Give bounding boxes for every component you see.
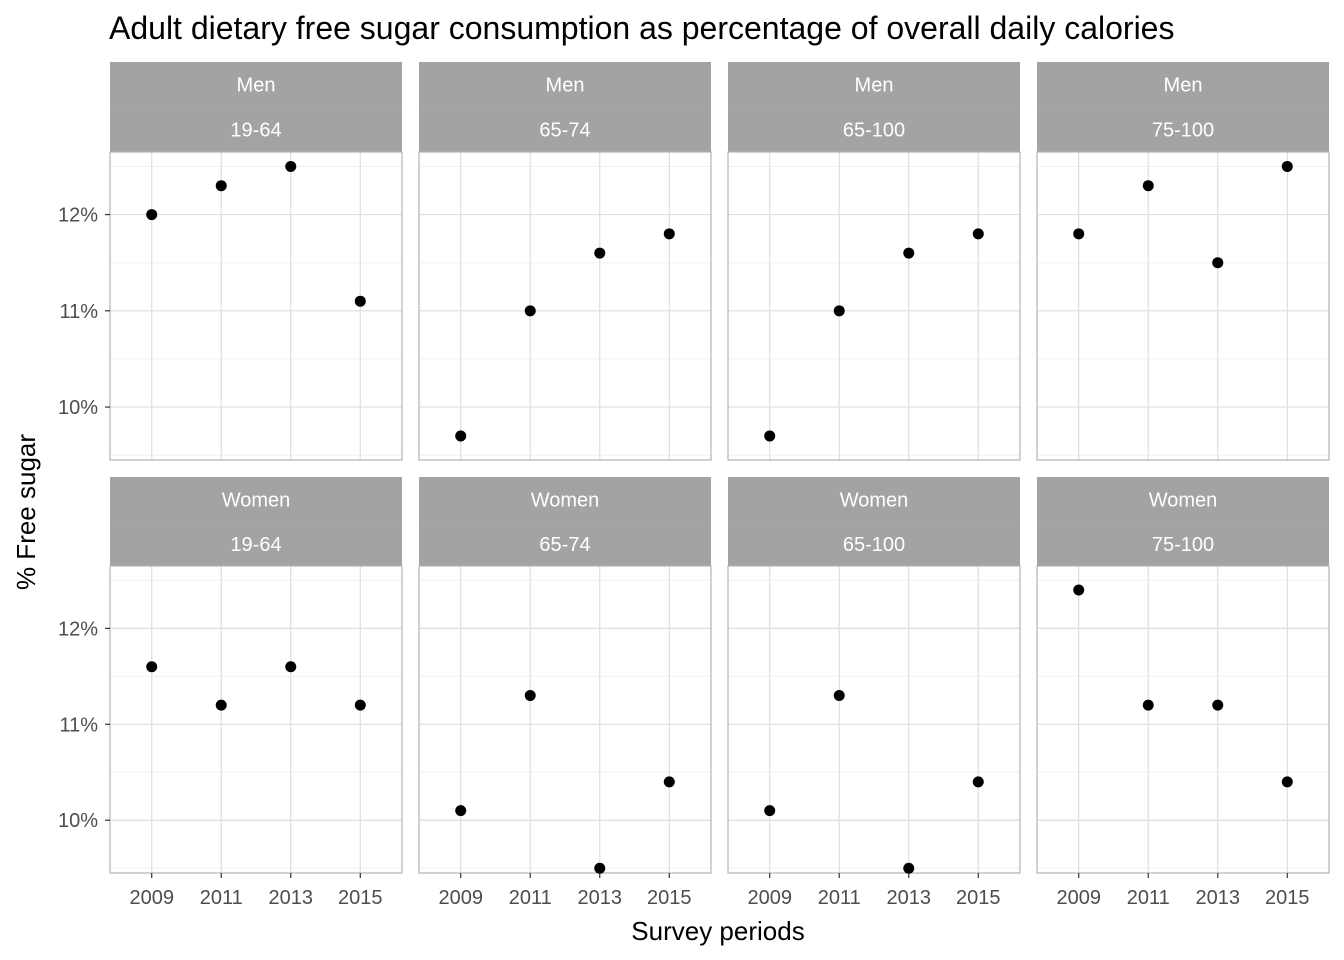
facet-strip-sex-bg [110,62,402,107]
facet-strip-sex-bg [419,477,711,522]
data-point [663,776,675,788]
x-tick-label: 2013 [1196,887,1241,909]
facet-strip-sex-bg [728,477,1020,522]
facet-label-age: 65-100 [843,534,905,556]
x-tick-label: 2009 [1056,887,1101,909]
facet-label-age: 65-74 [539,120,590,142]
data-point [903,862,915,874]
facet-strip-age-bg [110,107,402,152]
facet-label-sex: Women [531,489,600,511]
y-tick-label: 12% [58,618,98,640]
x-tick-label: 2013 [887,887,932,909]
x-tick-label: 2015 [956,887,1001,909]
facet-label-sex: Men [237,75,276,97]
facet-strip-age-bg [728,521,1020,566]
data-point [1142,180,1154,192]
y-tick-label: 10% [58,397,98,419]
y-tick-label: 11% [59,301,98,323]
facet-label-sex: Men [546,75,585,97]
facet-label-age: 19-64 [230,120,281,142]
data-point [524,305,536,317]
panel-border [418,151,712,461]
y-tick-label: 11% [59,714,98,736]
x-tick-label: 2009 [747,887,792,909]
x-axis-title: Survey periods [631,916,804,946]
facet-label-sex: Women [840,489,909,511]
facet-strip-age-bg [1037,107,1329,152]
data-point [833,305,845,317]
x-tick-label: 2009 [129,887,174,909]
data-point [903,247,915,259]
x-tick-label: 2011 [200,887,243,909]
y-tick-label: 10% [58,810,98,832]
facet-strip-sex-bg [1037,477,1329,522]
panel-border [727,565,1021,874]
data-point [663,228,675,240]
panel-border [1036,565,1330,874]
data-point [354,295,366,307]
data-point [1212,699,1224,711]
data-point [1142,699,1154,711]
data-point [354,699,366,711]
data-point [455,430,467,442]
y-axis-title: % Free sugar [11,434,41,590]
panel-border [109,151,403,461]
x-tick-label: 2013 [269,887,314,909]
x-tick-label: 2015 [338,887,383,909]
facet-label-age: 65-100 [843,120,905,142]
facet-strip-age-bg [1037,521,1329,566]
facet-label-sex: Men [1164,75,1203,97]
data-point [764,430,776,442]
data-point [1073,228,1085,240]
data-point [594,862,606,874]
facet-strip-sex-bg [1037,62,1329,107]
facet-label-sex: Women [1149,489,1218,511]
data-point [1281,160,1293,172]
facet-label-age: 75-100 [1152,534,1214,556]
facet-label-age: 19-64 [230,534,281,556]
x-tick-label: 2013 [578,887,623,909]
facet-label-sex: Women [222,489,291,511]
data-point [764,805,776,817]
x-tick-label: 2015 [1265,887,1310,909]
facet-strip-age-bg [110,521,402,566]
facet-strip-sex-bg [110,477,402,522]
data-point [146,209,158,221]
x-tick-label: 2011 [818,887,861,909]
data-point [833,690,845,702]
x-tick-label: 2011 [509,887,552,909]
facet-label-age: 75-100 [1152,120,1214,142]
data-point [972,776,984,788]
x-tick-label: 2015 [647,887,692,909]
facet-strip-age-bg [419,521,711,566]
facet-strip-sex-bg [419,62,711,107]
panel-border [727,151,1021,461]
data-point [215,699,227,711]
facet-strip-age-bg [419,107,711,152]
data-point [455,805,467,817]
data-point [285,160,297,172]
data-point [594,247,606,259]
data-point [1212,257,1224,269]
facet-label-age: 65-74 [539,534,590,556]
data-point [1281,776,1293,788]
panel-border [1036,151,1330,461]
data-point [285,661,297,673]
x-tick-label: 2009 [438,887,483,909]
data-point [1073,584,1085,596]
data-point [972,228,984,240]
y-tick-label: 12% [58,205,98,227]
panels-group: Men 19-64 10% 11% 12% Men 65-74 Men 65-100 Men 75-… [58,62,1330,909]
panel-border [418,565,712,874]
data-point [146,661,158,673]
x-tick-label: 2011 [1127,887,1170,909]
data-point [215,180,227,192]
chart-title: Adult dietary free sugar consumption as … [109,10,1174,46]
data-point [524,690,536,702]
facet-strip-age-bg [728,107,1020,152]
facet-strip-sex-bg [728,62,1020,107]
facet-label-sex: Men [855,75,894,97]
panel-border [109,565,403,874]
